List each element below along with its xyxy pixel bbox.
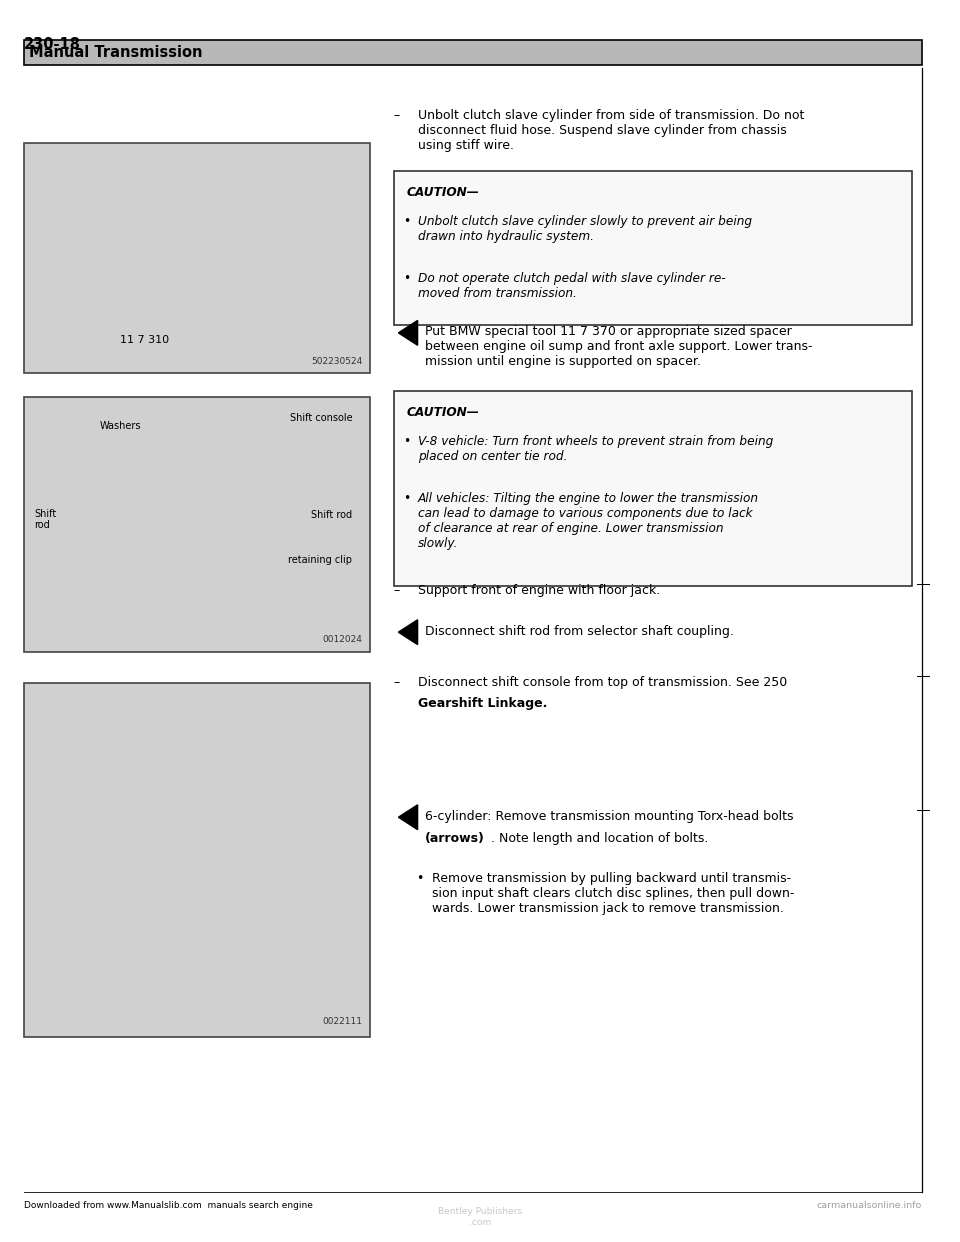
Text: Downloaded from www.Manualslib.com  manuals search engine: Downloaded from www.Manualslib.com manua… (24, 1201, 313, 1210)
Text: retaining clip: retaining clip (288, 555, 352, 565)
Text: . Note length and location of bolts.: . Note length and location of bolts. (491, 832, 708, 845)
Text: Shift
rod: Shift rod (35, 509, 57, 530)
Text: Remove transmission by pulling backward until transmis-
sion input shaft clears : Remove transmission by pulling backward … (432, 872, 794, 915)
Bar (394, 171, 912, 325)
Text: carmanualsonline.info: carmanualsonline.info (816, 1201, 922, 1210)
Text: All vehicles: Tilting the engine to lower the transmission
can lead to damage to: All vehicles: Tilting the engine to lowe… (418, 492, 758, 550)
Text: –: – (394, 676, 400, 688)
Text: V-8 vehicle: Turn front wheels to prevent strain from being
placed on center tie: V-8 vehicle: Turn front wheels to preven… (418, 435, 773, 463)
Text: CAUTION—: CAUTION— (406, 186, 479, 199)
Text: 0012024: 0012024 (323, 636, 363, 645)
Text: •: • (403, 272, 411, 286)
Text: •: • (403, 215, 411, 229)
Text: Manual Transmission: Manual Transmission (29, 45, 203, 61)
Text: Put BMW special tool 11 7 370 or appropriate sized spacer
between engine oil sum: Put BMW special tool 11 7 370 or appropr… (425, 325, 813, 369)
Text: (arrows): (arrows) (425, 832, 485, 845)
Text: 0022111: 0022111 (323, 1017, 363, 1026)
Text: CAUTION—: CAUTION— (406, 406, 479, 419)
Text: –: – (394, 584, 400, 596)
Text: Washers: Washers (100, 421, 141, 431)
Bar (24, 397, 370, 652)
Text: 502230524: 502230524 (311, 356, 363, 365)
Text: Unbolt clutch slave cylinder slowly to prevent air being
drawn into hydraulic sy: Unbolt clutch slave cylinder slowly to p… (418, 215, 752, 243)
Text: 11 7 310: 11 7 310 (120, 335, 170, 345)
Text: Shift console: Shift console (290, 412, 352, 422)
Polygon shape (398, 805, 418, 830)
Text: •: • (403, 492, 411, 505)
Text: Support front of engine with floor jack.: Support front of engine with floor jack. (418, 584, 660, 596)
Text: Gearshift Linkage.: Gearshift Linkage. (418, 698, 547, 710)
Text: •: • (403, 435, 411, 448)
Polygon shape (398, 320, 418, 345)
Text: •: • (416, 872, 423, 884)
Bar (24, 143, 370, 373)
Text: Do not operate clutch pedal with slave cylinder re-
moved from transmission.: Do not operate clutch pedal with slave c… (418, 272, 726, 301)
Text: Disconnect shift console from top of transmission. See 250: Disconnect shift console from top of tra… (418, 676, 787, 688)
Polygon shape (398, 620, 418, 645)
Bar (24, 683, 370, 1037)
Bar (24, 40, 922, 65)
Text: –: – (394, 109, 400, 122)
Text: Unbolt clutch slave cylinder from side of transmission. Do not
disconnect fluid : Unbolt clutch slave cylinder from side o… (418, 109, 804, 153)
Bar (394, 391, 912, 586)
Text: Shift rod: Shift rod (311, 509, 352, 519)
Text: 230-18: 230-18 (24, 37, 81, 52)
Text: 6-cylinder: Remove transmission mounting Torx-head bolts: 6-cylinder: Remove transmission mounting… (425, 810, 794, 822)
Text: Bentley Publishers
.com: Bentley Publishers .com (438, 1207, 522, 1227)
Text: Disconnect shift rod from selector shaft coupling.: Disconnect shift rod from selector shaft… (425, 625, 734, 637)
